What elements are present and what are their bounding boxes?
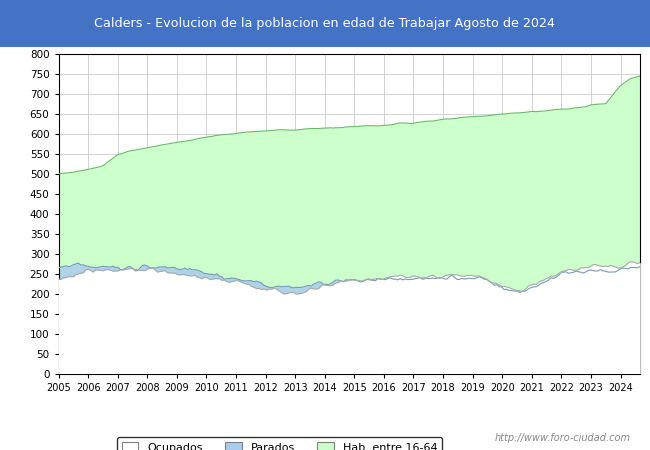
Text: http://www.foro-ciudad.com: http://www.foro-ciudad.com bbox=[495, 433, 630, 443]
Text: Calders - Evolucion de la poblacion en edad de Trabajar Agosto de 2024: Calders - Evolucion de la poblacion en e… bbox=[94, 17, 556, 30]
Legend: Ocupados, Parados, Hab. entre 16-64: Ocupados, Parados, Hab. entre 16-64 bbox=[118, 437, 442, 450]
